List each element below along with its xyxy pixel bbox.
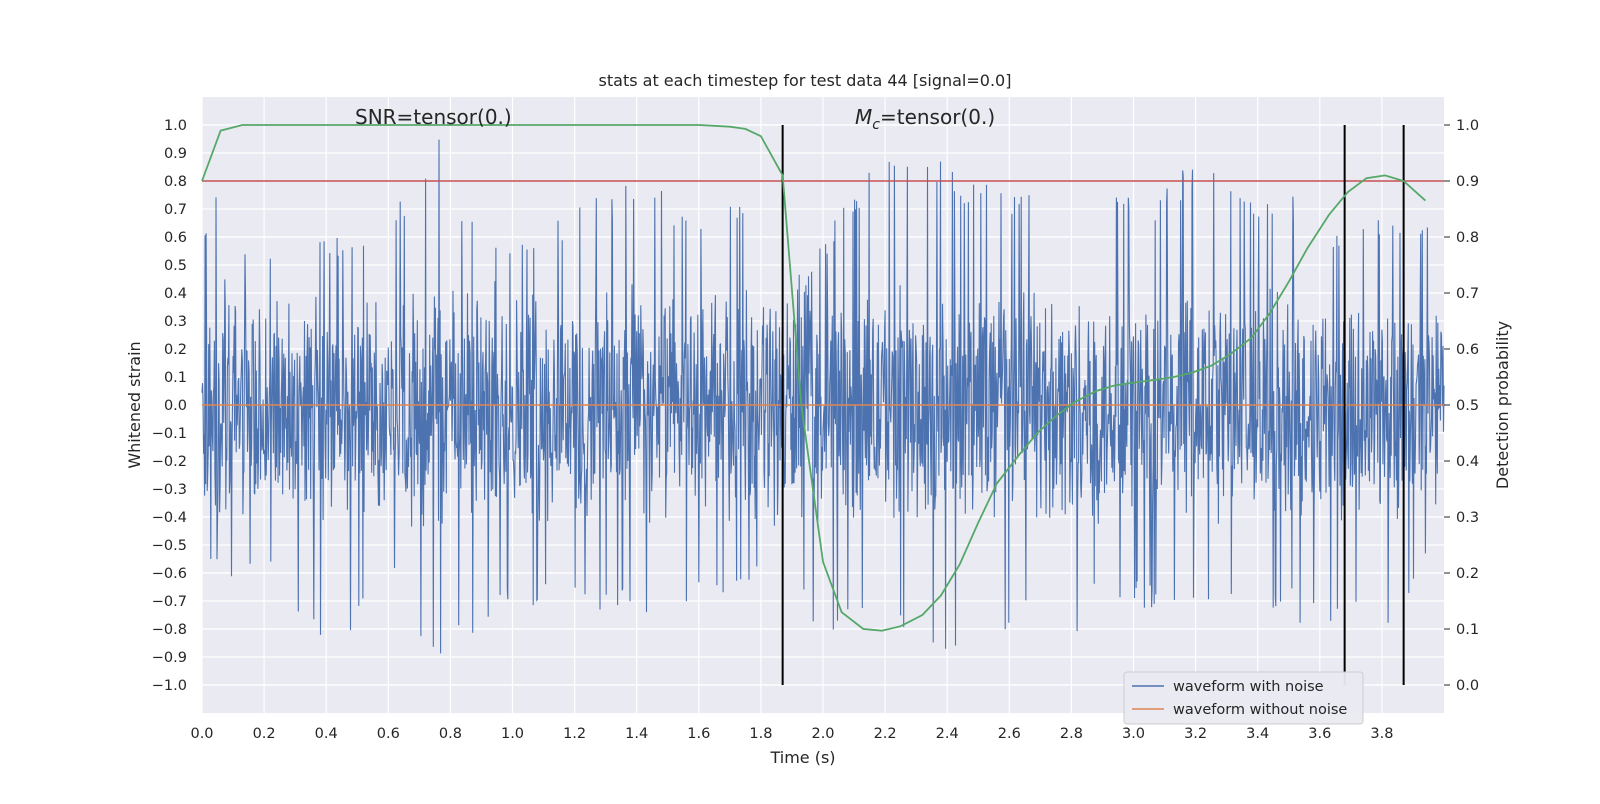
x-tick-label: 1.6	[687, 726, 710, 742]
legend-label-clean: waveform without noise	[1173, 702, 1347, 718]
chart-title: stats at each timestep for test data 44 …	[599, 71, 1012, 90]
snr-annotation: SNR=tensor(0.)	[355, 105, 512, 129]
chirp-mass-symbol: M	[855, 105, 872, 129]
y-tick-label: −0.5	[152, 538, 187, 554]
probability-trace	[201, 124, 1426, 632]
event-markers	[781, 125, 1405, 685]
x-tick-label: 3.2	[1184, 726, 1207, 742]
x-tick-label: 0.8	[439, 726, 462, 742]
x-tick-label: 2.2	[874, 726, 897, 742]
chirp-mass-subscript: c	[872, 117, 880, 133]
y-tick-label: 0.1	[164, 370, 187, 386]
y-axis-label: Whitened strain	[125, 341, 144, 468]
y-tick-label: 0.3	[164, 314, 187, 330]
y-tick-label: 0.4	[164, 286, 187, 302]
x-tick-label: 0.2	[253, 726, 276, 742]
x-tick-label: 3.8	[1370, 726, 1393, 742]
y2-tick-label: 0.2	[1456, 566, 1479, 582]
x-tick-label: 0.6	[377, 726, 400, 742]
x-axis-label: Time (s)	[769, 748, 835, 767]
x-tick-label: 2.4	[936, 726, 959, 742]
y-tick-label: −0.1	[152, 426, 187, 442]
y2-tick-label: 0.6	[1456, 342, 1479, 358]
x-tick-label: 3.6	[1308, 726, 1331, 742]
y2-tick-label: 0.3	[1456, 510, 1479, 526]
legend-label-noise: waveform with noise	[1173, 679, 1324, 695]
chirp-mass-value: =tensor(0.)	[880, 105, 995, 129]
y-tick-label: −0.3	[152, 482, 187, 498]
y-tick-label: 0.0	[164, 398, 187, 414]
x-tick-label: 0.4	[315, 726, 338, 742]
x-tick-label: 3.0	[1122, 726, 1145, 742]
y-tick-label: 0.8	[164, 174, 187, 190]
x-tick-label: 2.8	[1060, 726, 1083, 742]
y2-tick-label: 0.5	[1456, 398, 1479, 414]
x-tick-label: 1.0	[501, 726, 524, 742]
legend-box	[1123, 671, 1364, 725]
y-tick-label: 0.5	[164, 258, 187, 274]
y-tick-label: −0.6	[152, 566, 187, 582]
y2-tick-label: 0.1	[1456, 622, 1479, 638]
y-tick-label: 1.0	[164, 118, 187, 134]
y2-tick-label: 0.7	[1456, 286, 1479, 302]
chirp-mass-annotation: Mc=tensor(0.)	[855, 105, 995, 133]
x-tick-label: 2.0	[811, 726, 834, 742]
y-tick-label: 0.7	[164, 202, 187, 218]
y-tick-label: 0.6	[164, 230, 187, 246]
x-tick-label: 0.0	[190, 726, 213, 742]
y2-tick-label: 0.4	[1456, 454, 1479, 470]
y-tick-label: −1.0	[152, 678, 187, 694]
y-tick-label: −0.2	[152, 454, 187, 470]
series-detection-probability	[201, 124, 1426, 632]
y-tick-label: −0.9	[152, 650, 187, 666]
x-tick-label: 1.8	[749, 726, 772, 742]
y-tick-label: −0.8	[152, 622, 187, 638]
y2-tick-label: 0.9	[1456, 174, 1479, 190]
x-tick-label: 1.4	[625, 726, 648, 742]
noise-trace	[201, 139, 1445, 654]
x-tick-label: 2.6	[998, 726, 1021, 742]
y2-tick-label: 1.0	[1456, 118, 1479, 134]
y2-tick-label: 0.8	[1456, 230, 1479, 246]
y-tick-label: −0.4	[152, 510, 187, 526]
y2-tick-label: 0.0	[1456, 678, 1479, 694]
y-tick-label: 0.2	[164, 342, 187, 358]
x-tick-label: 1.2	[563, 726, 586, 742]
y2-axis-label: Detection probability	[1493, 321, 1512, 489]
y-tick-label: 0.9	[164, 146, 187, 162]
series-waveform-with-noise	[201, 139, 1445, 654]
legend: waveform with noise waveform without noi…	[1123, 671, 1364, 725]
x-tick-label: 3.4	[1246, 726, 1269, 742]
axis-ticks: 0.0 0.2 0.4 0.6 0.8 1.0 1.2 1.4 1.6 1.8 2.0 2.2 2.4 2…	[152, 118, 1479, 742]
y-tick-label: −0.7	[152, 594, 187, 610]
